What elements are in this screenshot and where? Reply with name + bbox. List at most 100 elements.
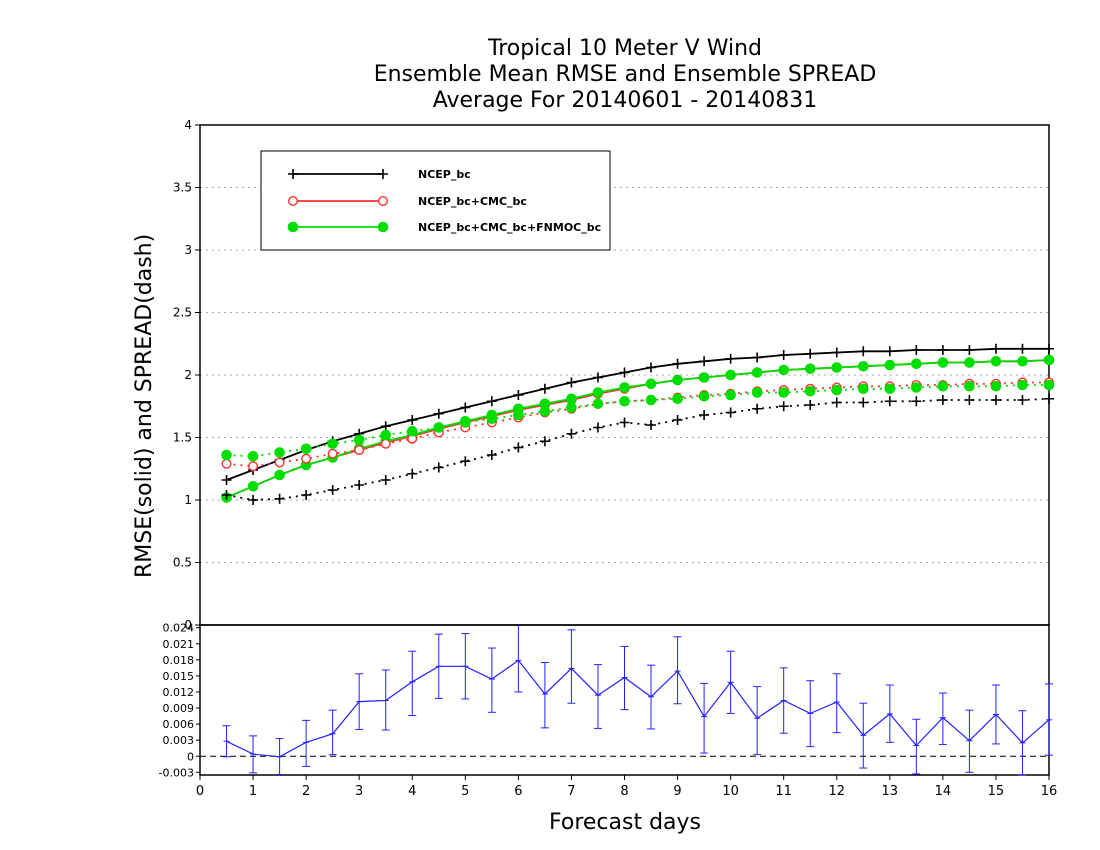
series-0-point bbox=[884, 346, 895, 357]
series-0-point bbox=[672, 358, 683, 369]
series-5-point bbox=[884, 383, 896, 395]
series-0-point bbox=[433, 408, 444, 419]
series-line-2-solid bbox=[226, 359, 1050, 499]
series-0-point bbox=[221, 475, 232, 485]
bottom-y-tick-label: -0.003 bbox=[159, 766, 194, 779]
series-0-point bbox=[460, 402, 471, 413]
series-3-point bbox=[486, 450, 497, 460]
series-3-point bbox=[327, 485, 338, 495]
series-2-point bbox=[1043, 354, 1055, 366]
series-4-point bbox=[248, 461, 259, 472]
legend-marker bbox=[378, 195, 389, 206]
bottom-y-tick-label: 0 bbox=[187, 750, 194, 763]
series-3-point bbox=[460, 456, 471, 467]
legend-label-0: NCEP_bc bbox=[418, 168, 471, 181]
series-5-point bbox=[380, 429, 392, 441]
top-y-tick-label: 1 bbox=[184, 493, 192, 507]
series-0-point bbox=[1017, 343, 1028, 354]
series-0-point bbox=[619, 367, 630, 378]
series-5-point bbox=[539, 405, 551, 417]
bottom-y-tick-label: 0.021 bbox=[163, 638, 195, 651]
series-4-point bbox=[301, 453, 312, 464]
legend-marker bbox=[377, 221, 389, 233]
series-2-point bbox=[964, 357, 975, 368]
series-3-point bbox=[1044, 393, 1054, 404]
series-0-point bbox=[805, 348, 816, 359]
series-3-point bbox=[778, 401, 789, 412]
series-5-point bbox=[751, 387, 763, 398]
x-tick-label: 15 bbox=[988, 784, 1005, 799]
legend-marker bbox=[287, 221, 299, 233]
series-5-point bbox=[353, 434, 365, 446]
x-tick-label: 3 bbox=[355, 784, 363, 799]
series-2-point bbox=[857, 360, 869, 372]
series-2-point bbox=[274, 469, 285, 481]
series-3-point bbox=[752, 403, 763, 414]
series-5-point bbox=[460, 417, 471, 428]
series-0-point bbox=[752, 352, 763, 363]
series-5-point bbox=[725, 389, 736, 401]
series-0-point bbox=[778, 350, 789, 360]
series-2-point bbox=[831, 362, 843, 373]
series-3-point bbox=[990, 395, 1001, 405]
series-0-point bbox=[566, 377, 577, 388]
series-0-point bbox=[646, 362, 657, 373]
series-0-point bbox=[964, 345, 975, 355]
bottom-y-tick-label: 0.003 bbox=[163, 734, 195, 747]
series-0-point bbox=[725, 353, 736, 364]
bottom-y-tick-label: 0.012 bbox=[163, 686, 195, 699]
bottom-y-tick-label: 0.009 bbox=[163, 702, 195, 715]
x-tick-label: 13 bbox=[882, 784, 899, 799]
bottom-y-tick-label: 0.006 bbox=[163, 718, 195, 731]
chart-title-line-1: Tropical 10 Meter V Wind bbox=[487, 36, 763, 61]
x-tick-label: 16 bbox=[1041, 784, 1058, 799]
series-3-point bbox=[301, 490, 312, 500]
top-y-tick-label: 0 bbox=[184, 618, 192, 632]
series-3-point bbox=[725, 407, 736, 418]
series-3-point bbox=[805, 400, 816, 410]
x-tick-label: 10 bbox=[722, 784, 739, 799]
series-5-point bbox=[406, 425, 418, 437]
series-5-point bbox=[964, 380, 975, 392]
series-3-point bbox=[592, 422, 603, 433]
series-2-point bbox=[990, 355, 1002, 367]
series-3-point bbox=[831, 397, 842, 408]
series-3-point bbox=[566, 428, 577, 439]
x-tick-label: 6 bbox=[514, 784, 522, 799]
legend-label-2: NCEP_bc+CMC_bc+FNMOC_bc bbox=[418, 221, 601, 234]
series-4-point bbox=[327, 448, 338, 459]
top-y-tick-label: 2 bbox=[184, 368, 192, 382]
difference-line bbox=[226, 659, 1050, 758]
series-5-point bbox=[619, 395, 630, 407]
series-3-point bbox=[433, 462, 444, 473]
series-2-point bbox=[698, 372, 710, 383]
x-tick-label: 7 bbox=[567, 784, 575, 799]
x-tick-label: 4 bbox=[408, 784, 416, 799]
top-y-tick-label: 0.5 bbox=[173, 556, 192, 570]
series-5-point bbox=[804, 385, 816, 397]
legend-marker bbox=[288, 169, 298, 179]
bottom-y-tick-label: 0.024 bbox=[163, 622, 195, 635]
series-5-point bbox=[857, 383, 869, 395]
series-3-point bbox=[937, 395, 948, 405]
series-3-point bbox=[858, 397, 869, 408]
series-2-point bbox=[566, 393, 577, 405]
series-2-point bbox=[937, 357, 949, 368]
series-0-point bbox=[407, 415, 418, 425]
x-axis-label: Forecast days bbox=[548, 810, 701, 835]
series-5-point bbox=[221, 449, 232, 461]
series-5-point bbox=[566, 402, 577, 413]
chart-title-line-2: Ensemble Mean RMSE and Ensemble SPREAD bbox=[373, 62, 877, 87]
series-5-point bbox=[778, 387, 789, 398]
series-5-point bbox=[1043, 379, 1055, 391]
series-3-point bbox=[699, 410, 710, 420]
series-5-point bbox=[911, 382, 922, 393]
x-tick-label: 5 bbox=[461, 784, 469, 799]
series-2-point bbox=[778, 364, 789, 376]
series-3-point bbox=[539, 436, 550, 447]
top-y-tick-label: 3 bbox=[184, 243, 192, 257]
series-3-point bbox=[911, 396, 922, 407]
series-5-point bbox=[592, 398, 604, 410]
series-3-point bbox=[646, 420, 657, 430]
series-0-point bbox=[858, 346, 869, 357]
